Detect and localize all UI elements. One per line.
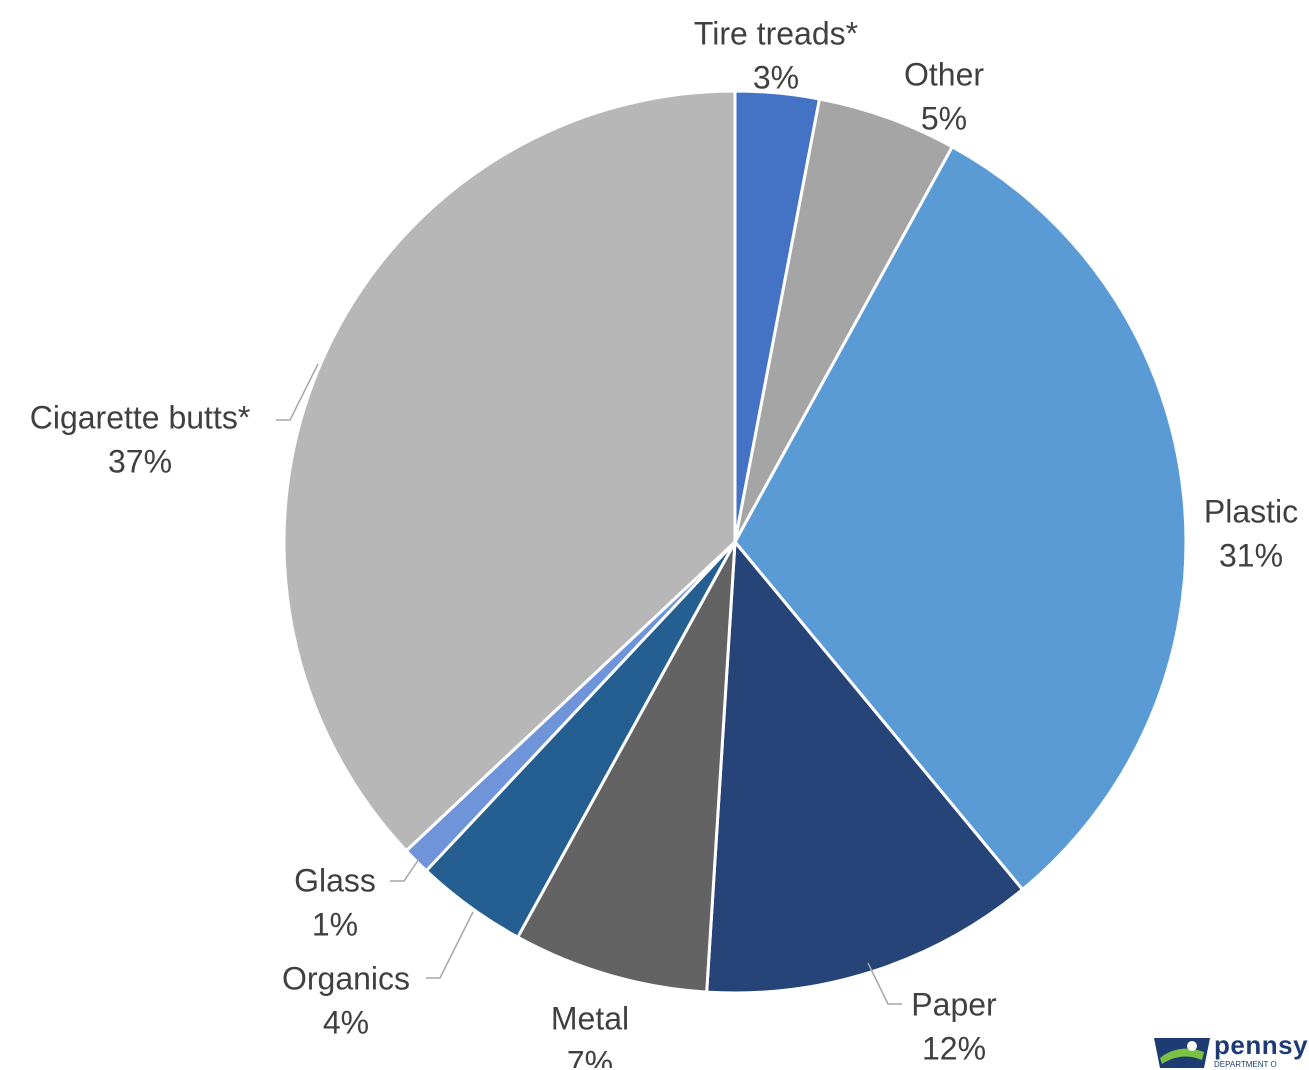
pie-labels: Tire treads* 3% Other 5% Plastic 31% Paper 12% M… [30,15,1298,1068]
slice-percent-paper: 12% [922,1030,986,1066]
slice-label-glass: Glass [294,862,376,898]
slice-percent-metal: 7% [567,1044,613,1068]
logo-name: pennsy [1214,1030,1309,1060]
slice-label-paper: Paper [911,986,997,1022]
slice-percent-other: 5% [921,100,967,136]
slice-label-tire-treads: Tire treads* [694,15,858,51]
pie-slice-cigarette-butts [282,89,737,853]
pie-slice-metal [516,540,737,994]
slice-percent-glass: 1% [312,906,358,942]
pie-slice-other [733,97,954,544]
slice-label-plastic: Plastic [1204,493,1298,529]
slice-percent-cigarette-butts: 37% [108,443,172,479]
slice-label-organics: Organics [282,960,410,996]
pennsylvania-logo: pennsy DEPARTMENT O [1152,1030,1309,1070]
slice-label-metal: Metal [551,1000,629,1036]
slice-label-cigarette-butts: Cigarette butts* [30,399,251,435]
pie-slice-paper [705,540,1024,995]
slice-percent-organics: 4% [323,1004,369,1040]
keystone-logo-icon [1154,1038,1210,1068]
slice-percent-tire-treads: 3% [753,59,799,95]
leader-line-glass [390,858,420,882]
slice-label-other: Other [904,56,984,92]
logo-subtitle: DEPARTMENT O [1214,1060,1277,1069]
pie-slice-plastic [733,145,1188,892]
leader-line-paper [867,962,902,1005]
slice-percent-plastic: 31% [1219,537,1283,573]
leader-line-cigarette-butts [276,363,319,421]
leader-line-organics [426,911,474,979]
pie-slices [282,89,1188,995]
